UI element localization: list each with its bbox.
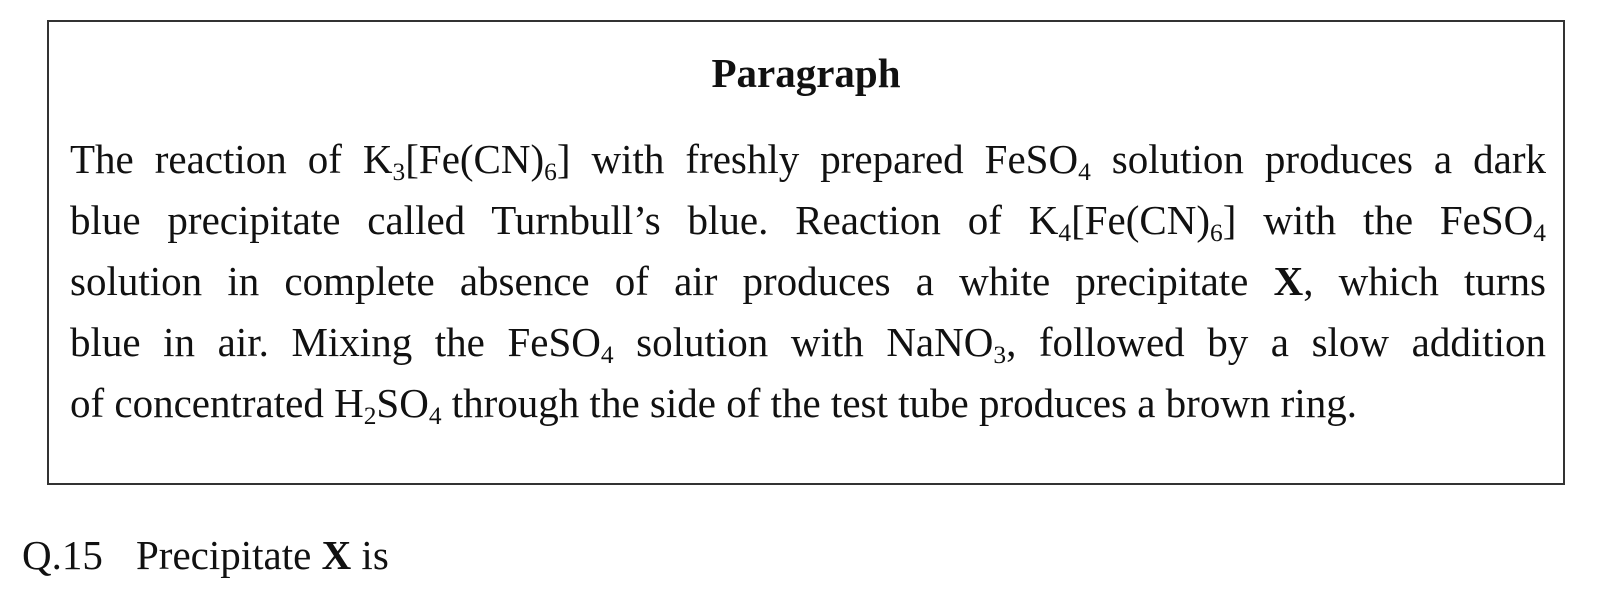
subscript: 4 bbox=[600, 341, 614, 370]
subscript: 6 bbox=[544, 158, 557, 187]
subscript: 6 bbox=[1210, 219, 1223, 248]
text-run: blue in air. Mixing the FeSO bbox=[70, 319, 601, 365]
text-run: ] with the FeSO bbox=[1222, 197, 1534, 243]
subscript: 4 bbox=[1533, 219, 1546, 248]
paragraph-title: Paragraph bbox=[711, 50, 901, 96]
paragraph-box: Paragraph The reaction of K3[Fe(CN)6] wi… bbox=[47, 20, 1565, 485]
text-run: blue precipitate called Turnbull’s blue.… bbox=[70, 197, 1059, 243]
bold-term: X bbox=[1273, 258, 1304, 304]
text-run: [Fe(CN) bbox=[405, 136, 545, 182]
text-run: solution in complete absence of air prod… bbox=[70, 258, 1274, 304]
paragraph-line-5: of concentrated H2SO4 through the side o… bbox=[70, 373, 1546, 434]
question-bold-term: X bbox=[321, 532, 352, 578]
text-run: The reaction of K bbox=[70, 136, 393, 182]
question-text: Precipitate bbox=[136, 532, 322, 578]
subscript: 3 bbox=[993, 341, 1007, 370]
paragraph-line-3: solution in complete absence of air prod… bbox=[70, 251, 1546, 312]
subscript: 4 bbox=[1058, 219, 1072, 248]
text-run: , followed by a slow addition bbox=[1006, 319, 1546, 365]
text-run: SO bbox=[376, 380, 429, 426]
text-run: , which turns bbox=[1303, 258, 1547, 304]
subscript: 4 bbox=[428, 402, 442, 431]
text-run: solution produces a dark bbox=[1090, 136, 1546, 182]
question-15: Q.15 Precipitate X is bbox=[22, 530, 389, 580]
subscript: 2 bbox=[363, 402, 377, 431]
question-text-end: is bbox=[351, 532, 389, 578]
paragraph-line-2: blue precipitate called Turnbull’s blue.… bbox=[70, 190, 1546, 251]
subscript: 3 bbox=[392, 158, 406, 187]
text-run: of concentrated H bbox=[70, 380, 364, 426]
paragraph-line-1: The reaction of K3[Fe(CN)6] with freshly… bbox=[70, 129, 1546, 190]
question-number: Q.15 bbox=[22, 532, 103, 578]
paragraph-body: The reaction of K3[Fe(CN)6] with freshly… bbox=[70, 129, 1546, 434]
subscript: 4 bbox=[1078, 158, 1091, 187]
text-run: through the side of the test tube produc… bbox=[441, 380, 1357, 426]
paragraph-line-4: blue in air. Mixing the FeSO4 solution w… bbox=[70, 312, 1546, 373]
text-run: ] with freshly prepared FeSO bbox=[556, 136, 1079, 182]
text-run: [Fe(CN) bbox=[1071, 197, 1210, 243]
text-run: solution with NaNO bbox=[613, 319, 994, 365]
